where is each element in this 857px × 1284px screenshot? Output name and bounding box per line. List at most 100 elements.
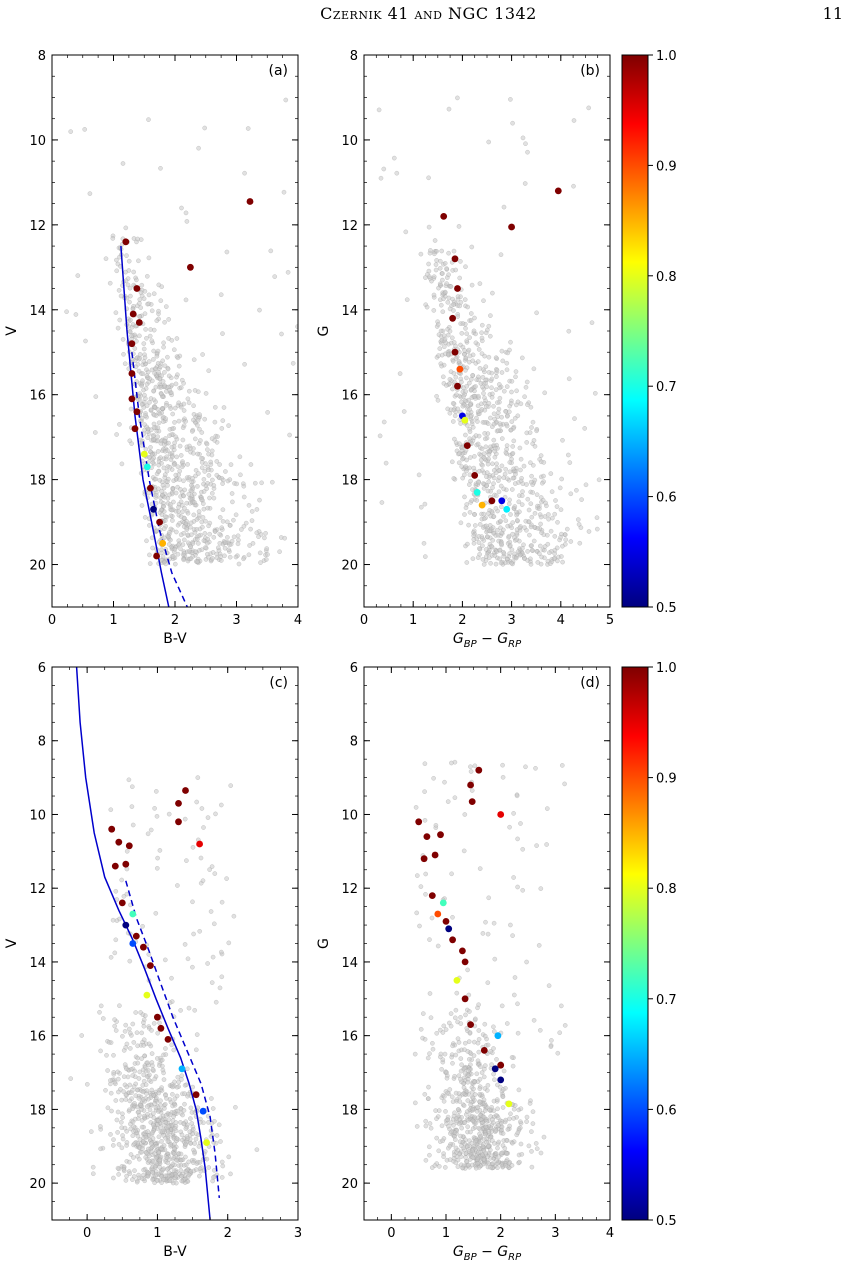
field-star-point	[162, 957, 168, 963]
field-star-point	[462, 1065, 467, 1071]
field-star-point	[470, 372, 476, 378]
field-star-point	[269, 479, 275, 485]
field-star-point	[477, 1076, 483, 1082]
field-star-point	[141, 1113, 147, 1119]
field-star-point	[504, 1021, 510, 1026]
field-star-point	[182, 816, 188, 822]
field-star-point	[265, 410, 270, 415]
field-star-point	[414, 1124, 420, 1129]
field-star-point	[172, 1102, 178, 1108]
field-star-point	[522, 555, 527, 561]
field-star-point	[144, 1104, 150, 1109]
field-star-point	[521, 463, 527, 469]
member-star-point	[488, 497, 496, 505]
field-star-point	[433, 822, 439, 828]
y-tick-label: 20	[29, 559, 46, 574]
field-star-point	[114, 257, 119, 263]
field-star-point	[488, 560, 493, 566]
field-star-point	[499, 530, 504, 536]
field-star-point	[211, 483, 217, 488]
field-star-point	[139, 1124, 145, 1130]
field-star-point	[188, 1116, 193, 1121]
field-star-point	[205, 815, 211, 820]
field-star-point	[162, 438, 167, 444]
field-star-point	[457, 1121, 462, 1127]
field-star-point	[442, 779, 447, 785]
field-star-point	[192, 436, 198, 442]
field-star-point	[555, 519, 560, 525]
field-star-point	[178, 1167, 184, 1173]
member-star-point	[445, 925, 453, 933]
field-star-point	[503, 466, 509, 472]
field-star-point	[181, 1108, 187, 1113]
field-star-point	[449, 760, 454, 766]
field-star-point	[517, 525, 523, 531]
field-star-point	[262, 535, 267, 541]
field-star-point	[197, 1166, 203, 1172]
field-star-point	[148, 407, 154, 413]
field-star-point	[254, 1147, 260, 1153]
field-star-point	[487, 528, 493, 534]
field-star-point	[188, 1140, 194, 1146]
field-star-point	[486, 895, 492, 901]
field-star-point	[132, 346, 138, 351]
field-star-point	[185, 462, 190, 467]
field-star-point	[110, 917, 116, 923]
field-star-point	[206, 1165, 212, 1170]
field-star-point	[160, 1129, 166, 1134]
field-star-point	[168, 537, 173, 543]
field-star-point	[133, 1010, 139, 1015]
field-star-point	[467, 436, 472, 442]
field-star-point	[458, 1015, 463, 1020]
field-star-point	[166, 1117, 172, 1122]
member-star-point	[497, 1076, 505, 1084]
y-tick-label: 8	[38, 49, 46, 64]
field-star-point	[422, 1091, 428, 1097]
field-star-point	[224, 876, 229, 881]
field-star-point	[176, 504, 181, 510]
field-star-point	[229, 491, 235, 496]
field-star-point	[155, 360, 161, 366]
y-axis-label: V	[4, 326, 20, 336]
colorbar: 0.50.60.70.80.91.0	[621, 49, 677, 616]
field-star-point	[471, 540, 477, 546]
field-star-point	[457, 441, 462, 447]
field-star-point	[494, 1158, 499, 1163]
member-star-point	[454, 382, 461, 390]
field-star-point	[165, 479, 170, 485]
field-star-point	[115, 1069, 121, 1075]
field-star-point	[209, 980, 215, 985]
field-star-point	[127, 1107, 132, 1113]
field-star-point	[414, 910, 420, 916]
field-star-point	[121, 1089, 126, 1094]
field-star-point	[513, 374, 518, 380]
field-star-point	[565, 452, 571, 458]
field-star-point	[451, 1113, 457, 1119]
field-star-point	[174, 1084, 180, 1090]
field-star-point	[225, 535, 230, 540]
field-star-point	[488, 415, 493, 421]
field-star-point	[520, 135, 526, 141]
field-star-point	[176, 1079, 182, 1085]
field-star-point	[525, 402, 530, 407]
field-star-point	[423, 1123, 429, 1129]
member-star-point	[415, 818, 423, 826]
field-star-point	[514, 530, 520, 536]
isochrone-solid	[75, 667, 211, 1220]
field-star-point	[124, 1084, 130, 1090]
field-star-point	[146, 1041, 152, 1047]
field-star-point	[477, 546, 482, 551]
member-star-point	[133, 408, 141, 416]
field-star-point	[491, 437, 497, 443]
field-star-point	[112, 1017, 117, 1022]
field-star-point	[172, 420, 177, 425]
field-star-point	[508, 339, 513, 345]
member-star-point	[420, 855, 428, 863]
field-star-point	[435, 322, 441, 327]
field-star-point	[527, 430, 533, 435]
field-star-point	[428, 248, 433, 253]
y-tick-label: 16	[29, 1030, 46, 1045]
field-star-point	[145, 435, 151, 441]
field-star-point	[471, 1053, 477, 1058]
field-star-point	[483, 1124, 488, 1130]
